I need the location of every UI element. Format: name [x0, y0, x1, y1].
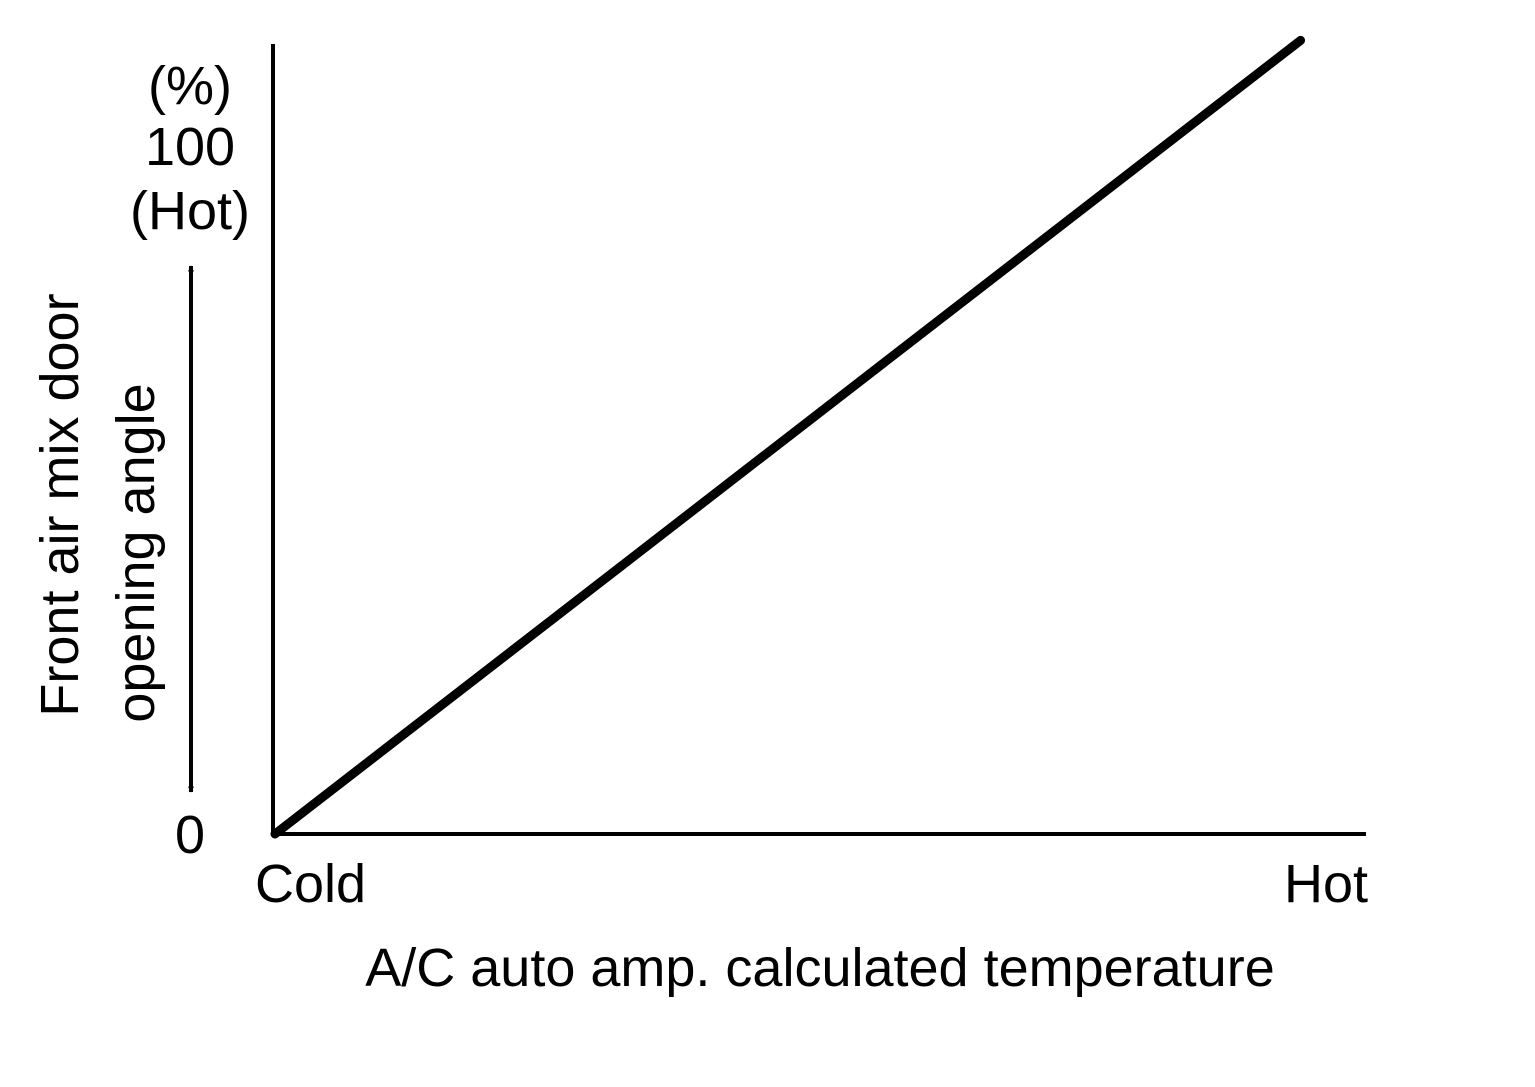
y-tick-label-max-note: (Hot)	[130, 181, 250, 241]
y-axis-title-line-1: Front air mix door	[30, 293, 90, 716]
y-tick-label-max: 100	[145, 117, 235, 177]
x-tick-label-max: Hot	[1284, 854, 1368, 914]
x-axis-title: A/C auto amp. calculated temperature	[365, 938, 1274, 998]
y-axis-title-line-2: opening angle	[106, 383, 166, 722]
data-series-line	[270, 35, 1306, 839]
y-unit-label: (%)	[148, 56, 232, 116]
x-tick-label-min: Cold	[255, 854, 366, 914]
y-tick-label-min: 0	[175, 805, 205, 865]
